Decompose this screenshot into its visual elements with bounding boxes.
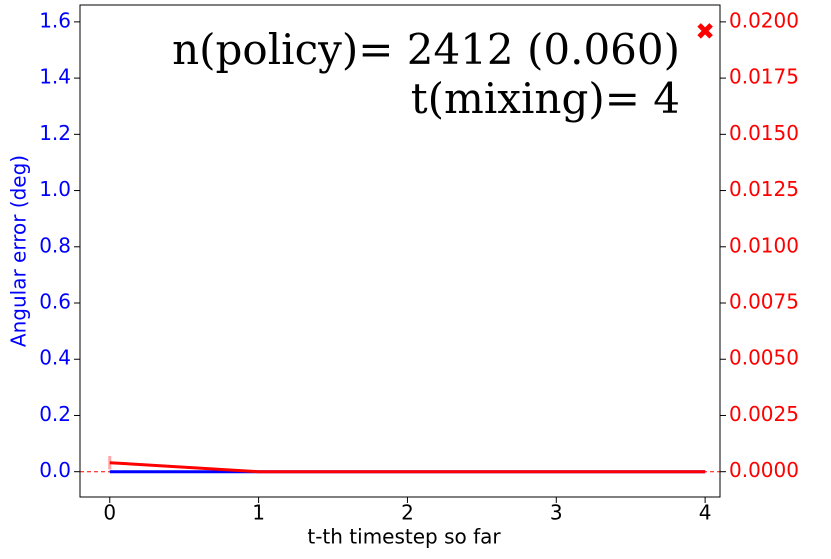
y2-tick-label: 0.0025	[729, 402, 799, 426]
x-tick-label: 4	[699, 501, 712, 525]
y2-tick-label: 0.0050	[729, 346, 799, 370]
y2-tick-label: 0.0150	[729, 121, 799, 145]
line	[109, 461, 706, 474]
y2-tick-label: 0.0075	[729, 290, 799, 314]
x-tick-label: 1	[252, 501, 265, 525]
y2-tick-label: 0.0125	[729, 177, 799, 201]
y-tick-label: 1.2	[39, 121, 71, 145]
annotation: t(mixing)= 4	[411, 74, 680, 123]
x-axis-label: t-th timestep so far	[307, 525, 501, 549]
y-tick-label: 1.6	[39, 8, 71, 32]
y-tick-label: 0.8	[39, 233, 71, 257]
x-tick-label: 0	[103, 501, 116, 525]
y2-tick-label: 0.0200	[729, 8, 799, 32]
y-tick-label: 0.6	[39, 290, 71, 314]
annotation: n(policy)= 2412 (0.060)	[172, 25, 680, 74]
y-tick-label: 0.0	[39, 458, 71, 482]
x-tick-label: 2	[401, 501, 414, 525]
y-tick-label: 1.0	[39, 177, 71, 201]
marker	[697, 23, 713, 39]
y-tick-label: 0.4	[39, 346, 71, 370]
y-axis-label: Angular error (deg)	[7, 155, 31, 347]
y-tick-label: 1.4	[39, 65, 71, 89]
x-tick-label: 3	[550, 501, 563, 525]
y2-tick-label: 0.0000	[729, 458, 799, 482]
y2-tick-label: 0.0100	[729, 233, 799, 257]
y-tick-label: 0.2	[39, 402, 71, 426]
plot-frame	[79, 4, 721, 498]
y2-tick-label: 0.0175	[729, 65, 799, 89]
